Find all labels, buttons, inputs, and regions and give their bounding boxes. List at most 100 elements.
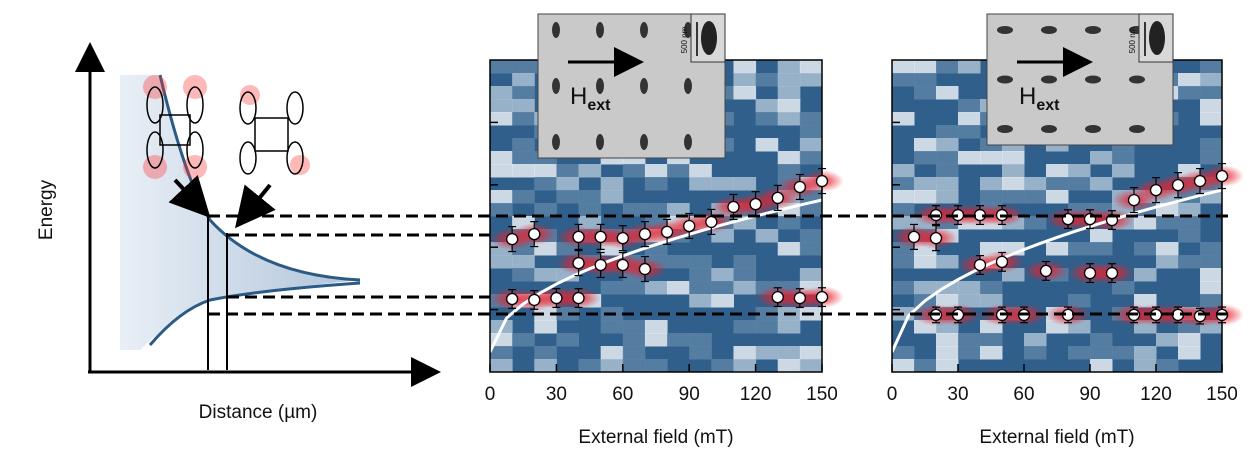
heatmap-cell: [1046, 190, 1069, 204]
heatmap-cell: [980, 333, 1003, 347]
heatmap-cell: [914, 359, 937, 373]
nanodot: [997, 75, 1013, 84]
heatmap-cell: [644, 177, 668, 191]
data-point: [1193, 310, 1207, 323]
x-tick-label: 0: [887, 384, 898, 405]
nanodot: [684, 134, 692, 150]
heatmap-cell: [777, 216, 801, 230]
x-tick-label: 150: [806, 384, 838, 405]
heatmap-cell: [512, 60, 535, 74]
data-point: [815, 174, 829, 188]
data-point: [705, 215, 718, 229]
heatmap-cell: [1090, 242, 1113, 256]
data-point: [793, 180, 807, 194]
heatmap-cell: [1156, 359, 1179, 373]
nanodot: [1041, 75, 1057, 84]
heatmap-cell: [578, 203, 602, 217]
heatmap-cell: [936, 346, 959, 360]
heatmap-cell: [1090, 346, 1113, 360]
heatmap-cell: [936, 125, 959, 139]
heatmap-cell: [936, 60, 959, 74]
heatmap-cell: [1178, 346, 1201, 360]
heatmap-cell: [622, 333, 646, 347]
heatmap-cell: [1178, 216, 1201, 230]
data-point: [1171, 178, 1185, 192]
nanodot: [552, 22, 560, 38]
x-label: External field (mT): [578, 427, 733, 448]
heatmap-cell: [892, 216, 915, 230]
heatmap-cell: [490, 190, 513, 204]
heatmap-cell: [534, 359, 557, 373]
heatmap-cell: [958, 333, 981, 347]
heatmap-cell: [1178, 229, 1201, 243]
data-point: [505, 232, 519, 246]
heatmap-cell: [644, 281, 668, 295]
data-point: [973, 258, 987, 272]
heatmap-cell: [958, 294, 981, 308]
data-point: [638, 227, 652, 241]
heatmap-cell: [1200, 138, 1223, 152]
heatmap-cell: [534, 242, 557, 256]
heatmap-cell: [936, 151, 959, 165]
zoom-dot: [1149, 21, 1165, 55]
heatmap-cell: [512, 333, 535, 347]
nanodot: [997, 125, 1013, 133]
heatmap-cell: [600, 281, 624, 295]
heatmap-cell: [892, 112, 915, 126]
heatmap-cell: [512, 73, 535, 87]
panel: 0 30 60 90 120 150 External field (mT) 500 nm He…: [887, 13, 1244, 448]
heatmap-cell: [689, 281, 712, 295]
heatmap-cell: [1112, 164, 1135, 178]
heatmap-cell: [1200, 86, 1223, 100]
heatmap-cell: [622, 164, 646, 178]
data-point: [1083, 266, 1097, 280]
heatmap-cell: [490, 151, 513, 165]
heatmap-cell: [980, 190, 1003, 204]
heatmap-cell: [1046, 177, 1069, 191]
nanodot: [1085, 125, 1101, 133]
heatmap-cell: [777, 99, 801, 113]
heatmap-cell: [534, 203, 557, 217]
nanodot: [1085, 26, 1101, 34]
data-point: [1127, 193, 1141, 207]
x-tick-label: 60: [1013, 384, 1034, 405]
heatmap-cell: [799, 112, 823, 126]
field-label: Hext: [1019, 83, 1060, 114]
heatmap-cell: [1134, 346, 1157, 360]
heatmap-cell: [958, 151, 981, 165]
heatmap-cell: [667, 281, 690, 295]
heatmap-cell: [755, 320, 779, 334]
heatmap-cell: [892, 281, 915, 295]
heatmap-cell: [512, 255, 535, 269]
heatmap-cell: [1178, 86, 1201, 100]
heatmap-cell: [936, 177, 959, 191]
heatmap-cell: [1112, 151, 1135, 165]
x-tick-label: 90: [679, 384, 700, 405]
heatmap-cell: [1090, 151, 1113, 165]
x-tick-label: 0: [485, 384, 496, 405]
heatmap-cell: [556, 177, 580, 191]
heatmap-cell: [556, 307, 580, 321]
heatmap-cell: [777, 164, 801, 178]
nanodot: [640, 22, 648, 38]
heatmap-cell: [1156, 216, 1179, 230]
heatmap-cell: [958, 60, 981, 74]
heatmap-cell: [1046, 164, 1069, 178]
heatmap-cell: [689, 255, 712, 269]
heatmap-cell: [777, 320, 801, 334]
heatmap-cell: [799, 151, 823, 165]
heatmap-cell: [914, 60, 937, 74]
heatmap-cell: [600, 359, 624, 373]
data-point: [572, 256, 585, 270]
heatmap-cell: [1024, 177, 1047, 191]
nanodot: [640, 78, 648, 94]
heatmap-cell: [799, 359, 823, 373]
heatmap-cell: [1002, 164, 1025, 178]
heatmap-cell: [667, 164, 690, 178]
heatmap-cell: [936, 138, 959, 152]
heatmap-cell: [733, 177, 757, 191]
data-point: [528, 227, 541, 241]
data-point: [1149, 183, 1163, 197]
heatmap-cell: [1090, 359, 1113, 373]
